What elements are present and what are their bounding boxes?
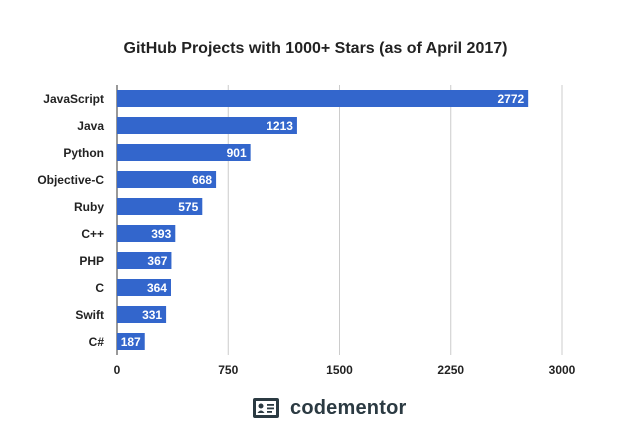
data-label: 364 [147, 281, 167, 295]
bar [117, 144, 251, 161]
data-label: 393 [151, 227, 171, 241]
category-label: C [95, 281, 104, 295]
category-label: C# [89, 335, 105, 349]
data-label: 331 [142, 308, 162, 322]
data-label: 901 [227, 146, 247, 160]
codementor-logo-icon [253, 398, 279, 418]
brand-logo: codementor [252, 393, 406, 423]
category-label: PHP [79, 254, 104, 268]
category-label: Java [77, 119, 104, 133]
bar [117, 198, 203, 215]
category-label: Swift [75, 308, 104, 322]
x-tick-label: 2250 [437, 363, 464, 377]
data-label: 2772 [497, 92, 524, 106]
category-label: Objective-C [37, 173, 104, 187]
data-label: 1213 [266, 119, 293, 133]
x-tick-label: 3000 [549, 363, 576, 377]
category-label: C++ [81, 227, 104, 241]
data-label: 367 [147, 254, 167, 268]
data-label: 187 [121, 335, 141, 349]
category-label: Ruby [74, 200, 104, 214]
bar [117, 252, 172, 269]
data-label: 575 [178, 200, 198, 214]
category-label: Python [63, 146, 104, 160]
x-tick-label: 0 [114, 363, 121, 377]
brand-name: codementor [290, 396, 407, 419]
bar [117, 333, 145, 350]
bar [117, 117, 297, 134]
data-label: 668 [192, 173, 212, 187]
category-label: JavaScript [43, 92, 104, 106]
bar [117, 90, 529, 107]
x-tick-label: 750 [218, 363, 238, 377]
x-tick-label: 1500 [326, 363, 353, 377]
bar [117, 306, 167, 323]
chart-title: GitHub Projects with 1000+ Stars (as of … [123, 40, 508, 57]
bar [117, 279, 171, 296]
bar [117, 225, 176, 242]
bar [117, 171, 217, 188]
